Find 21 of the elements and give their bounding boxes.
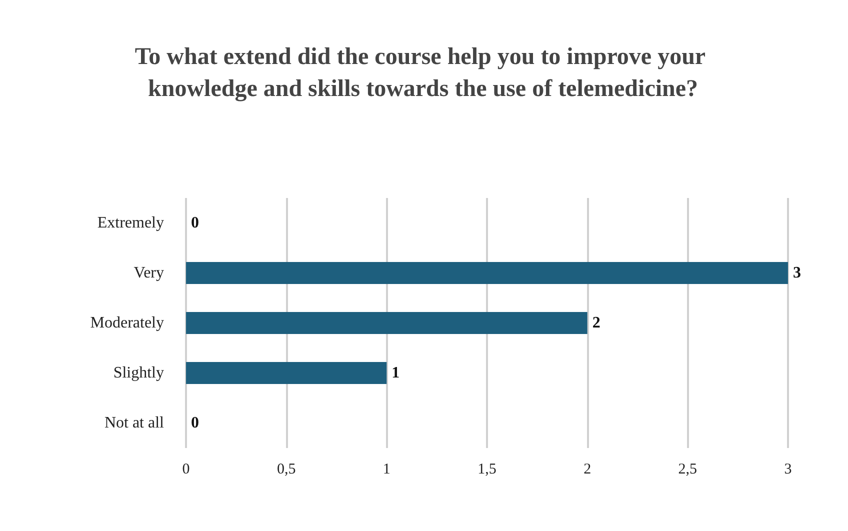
y-tick-label: Extremely — [97, 214, 164, 232]
data-label: 1 — [392, 364, 400, 382]
x-tick-label: 1,5 — [478, 462, 496, 478]
x-tick-label: 0,5 — [276, 462, 296, 478]
y-tick-label: Moderately — [90, 314, 164, 332]
y-tick-label: Very — [134, 264, 164, 282]
data-label: 3 — [793, 264, 801, 282]
bar — [186, 312, 588, 334]
data-label: 2 — [592, 314, 600, 332]
x-tick-label: 3 — [784, 462, 792, 478]
bar — [186, 262, 788, 284]
bar — [186, 362, 387, 384]
x-tick-label: 2 — [584, 462, 592, 478]
x-tick-label: 1 — [382, 462, 390, 478]
data-label: 0 — [191, 214, 199, 232]
chart-title: To what extend did the course help you to improve your knowledge and skills towards the use of telemedicine? — [134, 44, 712, 102]
y-tick-label: Slightly — [113, 364, 164, 382]
data-label: 0 — [191, 414, 199, 432]
x-tick-label: 2,5 — [678, 462, 698, 478]
y-tick-label: Not at all — [104, 414, 165, 432]
x-tick-label: 0 — [182, 462, 190, 478]
